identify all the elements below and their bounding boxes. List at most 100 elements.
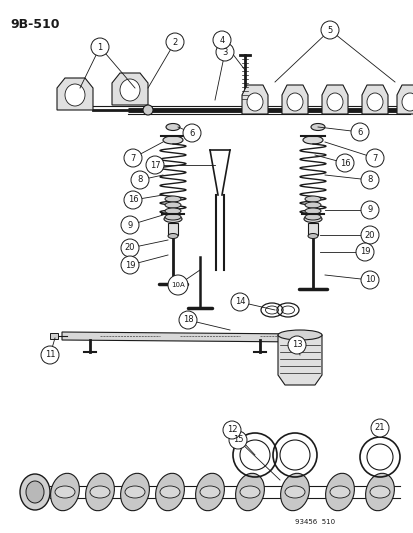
Ellipse shape bbox=[302, 136, 322, 144]
Ellipse shape bbox=[65, 84, 85, 106]
Circle shape bbox=[124, 191, 142, 209]
Ellipse shape bbox=[329, 486, 349, 498]
Ellipse shape bbox=[401, 93, 413, 111]
Ellipse shape bbox=[20, 474, 50, 510]
Ellipse shape bbox=[286, 93, 302, 111]
Polygon shape bbox=[281, 85, 307, 114]
Text: 5: 5 bbox=[327, 26, 332, 35]
Ellipse shape bbox=[310, 124, 324, 131]
Text: 10: 10 bbox=[364, 276, 374, 285]
Text: 9B-510: 9B-510 bbox=[10, 18, 59, 31]
Circle shape bbox=[216, 43, 233, 61]
Text: 16: 16 bbox=[339, 158, 349, 167]
Circle shape bbox=[146, 156, 164, 174]
Text: 18: 18 bbox=[182, 316, 193, 325]
Text: 7: 7 bbox=[130, 154, 135, 163]
Circle shape bbox=[121, 216, 139, 234]
Text: 7: 7 bbox=[371, 154, 377, 163]
Circle shape bbox=[228, 431, 247, 449]
Text: 20: 20 bbox=[124, 244, 135, 253]
Ellipse shape bbox=[165, 202, 180, 208]
Polygon shape bbox=[242, 85, 267, 114]
Ellipse shape bbox=[55, 486, 75, 498]
Text: 17: 17 bbox=[150, 160, 160, 169]
Circle shape bbox=[287, 336, 305, 354]
Polygon shape bbox=[57, 78, 93, 110]
Polygon shape bbox=[321, 85, 347, 114]
Circle shape bbox=[360, 171, 378, 189]
Text: 4: 4 bbox=[219, 36, 224, 44]
Bar bbox=[50, 333, 58, 339]
Text: 3: 3 bbox=[222, 47, 227, 56]
Ellipse shape bbox=[326, 93, 342, 111]
Ellipse shape bbox=[325, 473, 354, 511]
Ellipse shape bbox=[195, 473, 224, 511]
Ellipse shape bbox=[159, 486, 180, 498]
Circle shape bbox=[360, 226, 378, 244]
Text: 19: 19 bbox=[124, 261, 135, 270]
Circle shape bbox=[121, 256, 139, 274]
Ellipse shape bbox=[280, 473, 309, 511]
Ellipse shape bbox=[366, 93, 382, 111]
Circle shape bbox=[166, 33, 183, 51]
Ellipse shape bbox=[120, 473, 149, 511]
Text: 20: 20 bbox=[364, 230, 374, 239]
Ellipse shape bbox=[26, 481, 44, 503]
Circle shape bbox=[131, 171, 149, 189]
Text: 10A: 10A bbox=[171, 282, 185, 288]
Ellipse shape bbox=[284, 486, 304, 498]
Ellipse shape bbox=[155, 473, 184, 511]
Circle shape bbox=[335, 154, 353, 172]
Polygon shape bbox=[361, 85, 387, 114]
Ellipse shape bbox=[165, 208, 180, 214]
Circle shape bbox=[350, 123, 368, 141]
Polygon shape bbox=[62, 332, 314, 342]
Circle shape bbox=[121, 239, 139, 257]
Ellipse shape bbox=[304, 214, 320, 220]
Ellipse shape bbox=[304, 202, 320, 208]
Text: 19: 19 bbox=[359, 247, 369, 256]
Text: 93456  510: 93456 510 bbox=[294, 519, 334, 525]
Text: 6: 6 bbox=[356, 127, 362, 136]
Ellipse shape bbox=[307, 233, 317, 238]
Ellipse shape bbox=[303, 215, 321, 222]
Circle shape bbox=[320, 21, 338, 39]
Ellipse shape bbox=[304, 196, 320, 202]
Ellipse shape bbox=[120, 79, 140, 101]
Bar bbox=[168, 223, 178, 235]
Circle shape bbox=[365, 149, 383, 167]
Text: 6: 6 bbox=[189, 128, 194, 138]
Circle shape bbox=[355, 243, 373, 261]
Ellipse shape bbox=[165, 214, 180, 220]
Text: 9: 9 bbox=[127, 221, 132, 230]
Circle shape bbox=[360, 271, 378, 289]
Text: 21: 21 bbox=[374, 424, 385, 432]
Circle shape bbox=[230, 293, 248, 311]
Ellipse shape bbox=[365, 473, 394, 511]
Circle shape bbox=[142, 105, 153, 115]
Ellipse shape bbox=[50, 473, 79, 511]
Ellipse shape bbox=[85, 473, 114, 511]
Ellipse shape bbox=[166, 124, 180, 131]
Text: 9: 9 bbox=[366, 206, 372, 214]
Ellipse shape bbox=[235, 473, 264, 511]
Circle shape bbox=[183, 124, 201, 142]
Bar bbox=[307, 223, 317, 235]
Ellipse shape bbox=[277, 330, 321, 340]
Circle shape bbox=[91, 38, 109, 56]
Text: 8: 8 bbox=[366, 175, 372, 184]
Circle shape bbox=[360, 201, 378, 219]
Ellipse shape bbox=[304, 208, 320, 214]
Ellipse shape bbox=[168, 233, 178, 238]
Text: 16: 16 bbox=[127, 196, 138, 205]
Text: 8: 8 bbox=[137, 175, 142, 184]
Text: 1: 1 bbox=[97, 43, 102, 52]
Text: 12: 12 bbox=[226, 425, 237, 434]
Ellipse shape bbox=[369, 486, 389, 498]
Circle shape bbox=[223, 421, 240, 439]
Circle shape bbox=[41, 346, 59, 364]
Ellipse shape bbox=[199, 486, 219, 498]
Ellipse shape bbox=[164, 215, 182, 222]
Ellipse shape bbox=[247, 93, 262, 111]
Text: 15: 15 bbox=[232, 435, 243, 445]
